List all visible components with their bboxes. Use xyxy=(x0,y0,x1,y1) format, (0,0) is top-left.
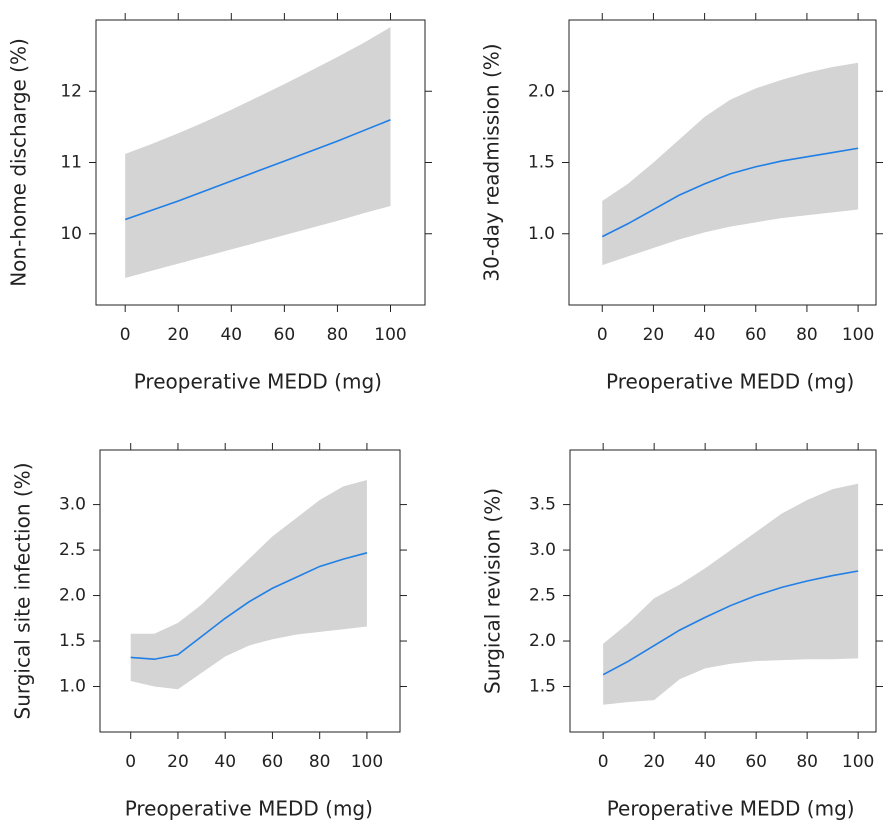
confidence-band xyxy=(603,483,859,705)
y-axis-label: Surgical revision (%) xyxy=(481,488,505,694)
y-tick-label: 1.5 xyxy=(528,153,555,173)
x-tick-label: 40 xyxy=(694,325,716,345)
x-tick-label: 100 xyxy=(374,325,406,345)
x-tick-label: 40 xyxy=(694,752,716,772)
x-tick-label: 100 xyxy=(842,752,874,772)
y-tick-label: 2.5 xyxy=(59,540,86,560)
y-tick-label: 2.0 xyxy=(529,631,556,651)
x-tick-label: 60 xyxy=(745,325,767,345)
plot-frame xyxy=(569,449,877,733)
x-tick-label: 100 xyxy=(351,752,383,772)
x-tick-label: 60 xyxy=(274,325,296,345)
y-tick-label: 2.0 xyxy=(528,81,555,101)
x-axis-label: Preoperative MEDD (mg) xyxy=(134,370,382,394)
x-tick-label: 20 xyxy=(167,325,189,345)
x-tick-label: 0 xyxy=(125,752,136,772)
x-tick-label: 80 xyxy=(309,752,331,772)
y-tick-label: 1.5 xyxy=(529,677,556,697)
x-tick-label: 80 xyxy=(796,325,818,345)
x-tick-label: 80 xyxy=(796,752,818,772)
x-tick-label: 0 xyxy=(120,325,131,345)
y-tick-label: 12 xyxy=(60,81,82,101)
x-tick-label: 20 xyxy=(643,752,665,772)
confidence-band xyxy=(125,27,391,278)
y-tick-label: 2.5 xyxy=(529,586,556,606)
confidence-band xyxy=(130,480,367,690)
y-axis-label: Surgical site infection (%) xyxy=(11,463,35,720)
line xyxy=(602,570,859,676)
x-tick-label: 0 xyxy=(597,325,608,345)
y-tick-label: 10 xyxy=(60,224,82,244)
y-axis-label: 30-day readmission (%) xyxy=(480,43,504,281)
x-tick-label: 40 xyxy=(220,325,242,345)
x-tick-label: 20 xyxy=(167,752,189,772)
x-axis-label: Peroperative MEDD (mg) xyxy=(607,797,855,821)
y-tick-label: 1.0 xyxy=(59,677,86,697)
plot-frame xyxy=(99,449,401,733)
y-tick-label: 1.0 xyxy=(528,224,555,244)
y-tick-label: 1.5 xyxy=(59,631,86,651)
x-axis-label: Preoperative MEDD (mg) xyxy=(125,797,373,821)
x-tick-label: 80 xyxy=(327,325,349,345)
y-tick-label: 3.0 xyxy=(529,540,556,560)
y-tick-label: 2.0 xyxy=(59,586,86,606)
y-tick-label: 3.5 xyxy=(529,495,556,515)
line xyxy=(601,147,859,238)
y-tick-label: 11 xyxy=(60,153,82,173)
y-tick-label: 3.0 xyxy=(59,495,86,515)
x-tick-label: 60 xyxy=(262,752,284,772)
x-tick-label: 100 xyxy=(842,325,874,345)
x-tick-label: 40 xyxy=(214,752,236,772)
line xyxy=(130,552,368,661)
confidence-band xyxy=(602,62,859,266)
y-axis-label: Non-home discharge (%) xyxy=(7,38,31,287)
x-axis-label: Preoperative MEDD (mg) xyxy=(606,370,854,394)
x-tick-label: 0 xyxy=(598,752,609,772)
x-tick-label: 20 xyxy=(643,325,665,345)
x-tick-label: 60 xyxy=(745,752,767,772)
line xyxy=(124,119,391,221)
